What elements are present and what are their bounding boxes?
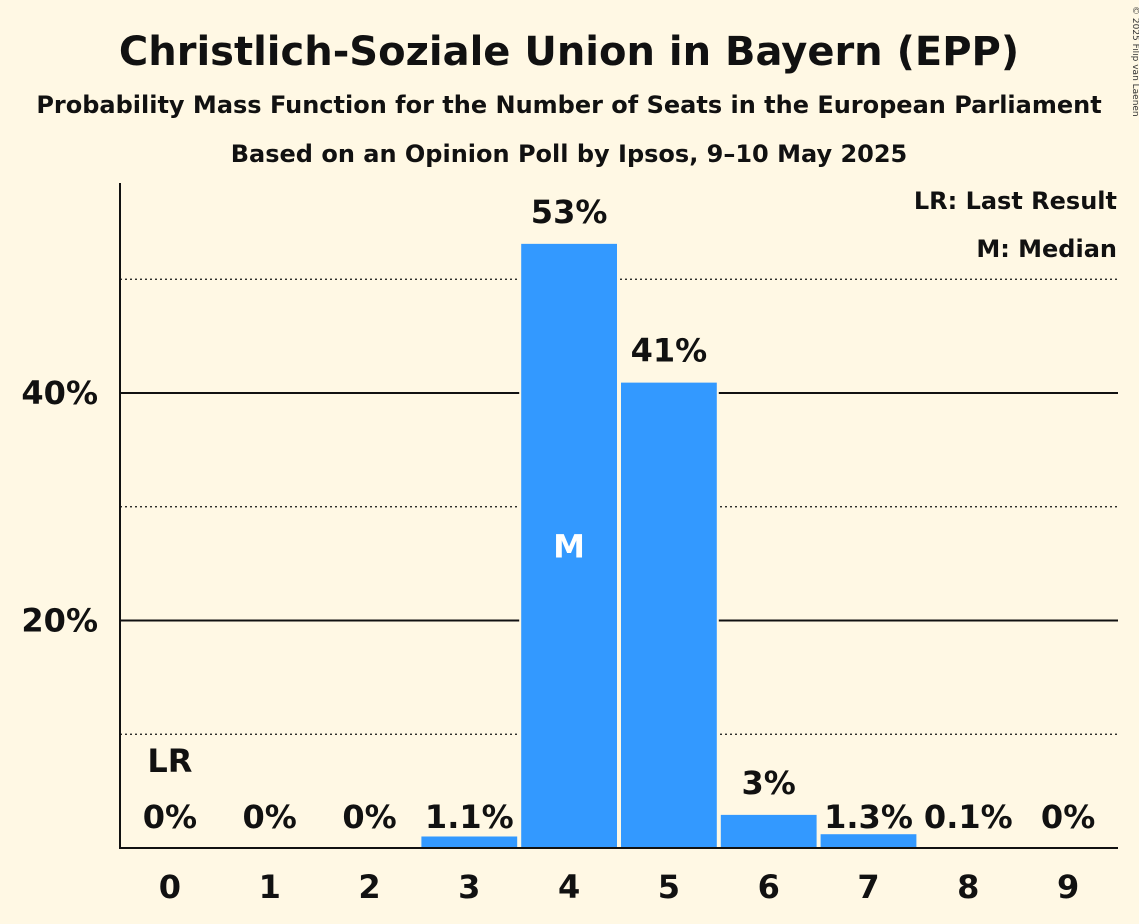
- chart-subtitle: Probability Mass Function for the Number…: [36, 91, 1101, 119]
- data-label: 0%: [243, 798, 297, 836]
- bar: [718, 812, 819, 849]
- data-label: 0%: [143, 798, 197, 836]
- bar: [619, 380, 719, 849]
- x-tick-label: 9: [1057, 868, 1079, 906]
- legend-median: M: Median: [976, 235, 1117, 263]
- data-label: 0%: [342, 798, 396, 836]
- data-labels: 0% LR 0% 0% 1.1% 53% M 41% 3% 1.3% 0.1% 0%: [143, 193, 1096, 836]
- data-label: 1.1%: [425, 798, 514, 836]
- axes: 20% 40% 0 1 2 3 4 5 6 7 8 9: [21, 183, 1118, 906]
- x-tick-label: 3: [458, 868, 480, 906]
- bar: [519, 241, 620, 850]
- data-label: 0.1%: [924, 798, 1013, 836]
- chart-title: Christlich-Soziale Union in Bayern (EPP): [119, 29, 1019, 75]
- last-result-marker: LR: [147, 742, 192, 780]
- median-marker: M: [553, 527, 585, 565]
- copyright-text: © 2025 Filip van Laenen: [1130, 6, 1139, 117]
- bars: [419, 241, 1019, 850]
- data-label: 0%: [1041, 798, 1095, 836]
- x-tick-label: 0: [159, 868, 181, 906]
- y-tick-label: 20%: [21, 602, 98, 640]
- data-label: 1.3%: [824, 798, 913, 836]
- legend-last-result: LR: Last Result: [914, 187, 1117, 215]
- x-tick-label: 4: [558, 868, 580, 906]
- x-tick-label: 2: [358, 868, 380, 906]
- data-label: 3%: [742, 764, 796, 802]
- x-tick-label: 1: [259, 868, 281, 906]
- x-tick-label: 5: [658, 868, 680, 906]
- data-label: 41%: [631, 332, 708, 370]
- x-tick-label: 8: [957, 868, 979, 906]
- chart-source: Based on an Opinion Poll by Ipsos, 9–10 …: [231, 140, 908, 168]
- y-tick-label: 40%: [21, 374, 98, 412]
- bar: [419, 834, 520, 849]
- x-tick-label: 7: [857, 868, 879, 906]
- data-label: 53%: [531, 193, 608, 231]
- x-tick-label: 6: [758, 868, 780, 906]
